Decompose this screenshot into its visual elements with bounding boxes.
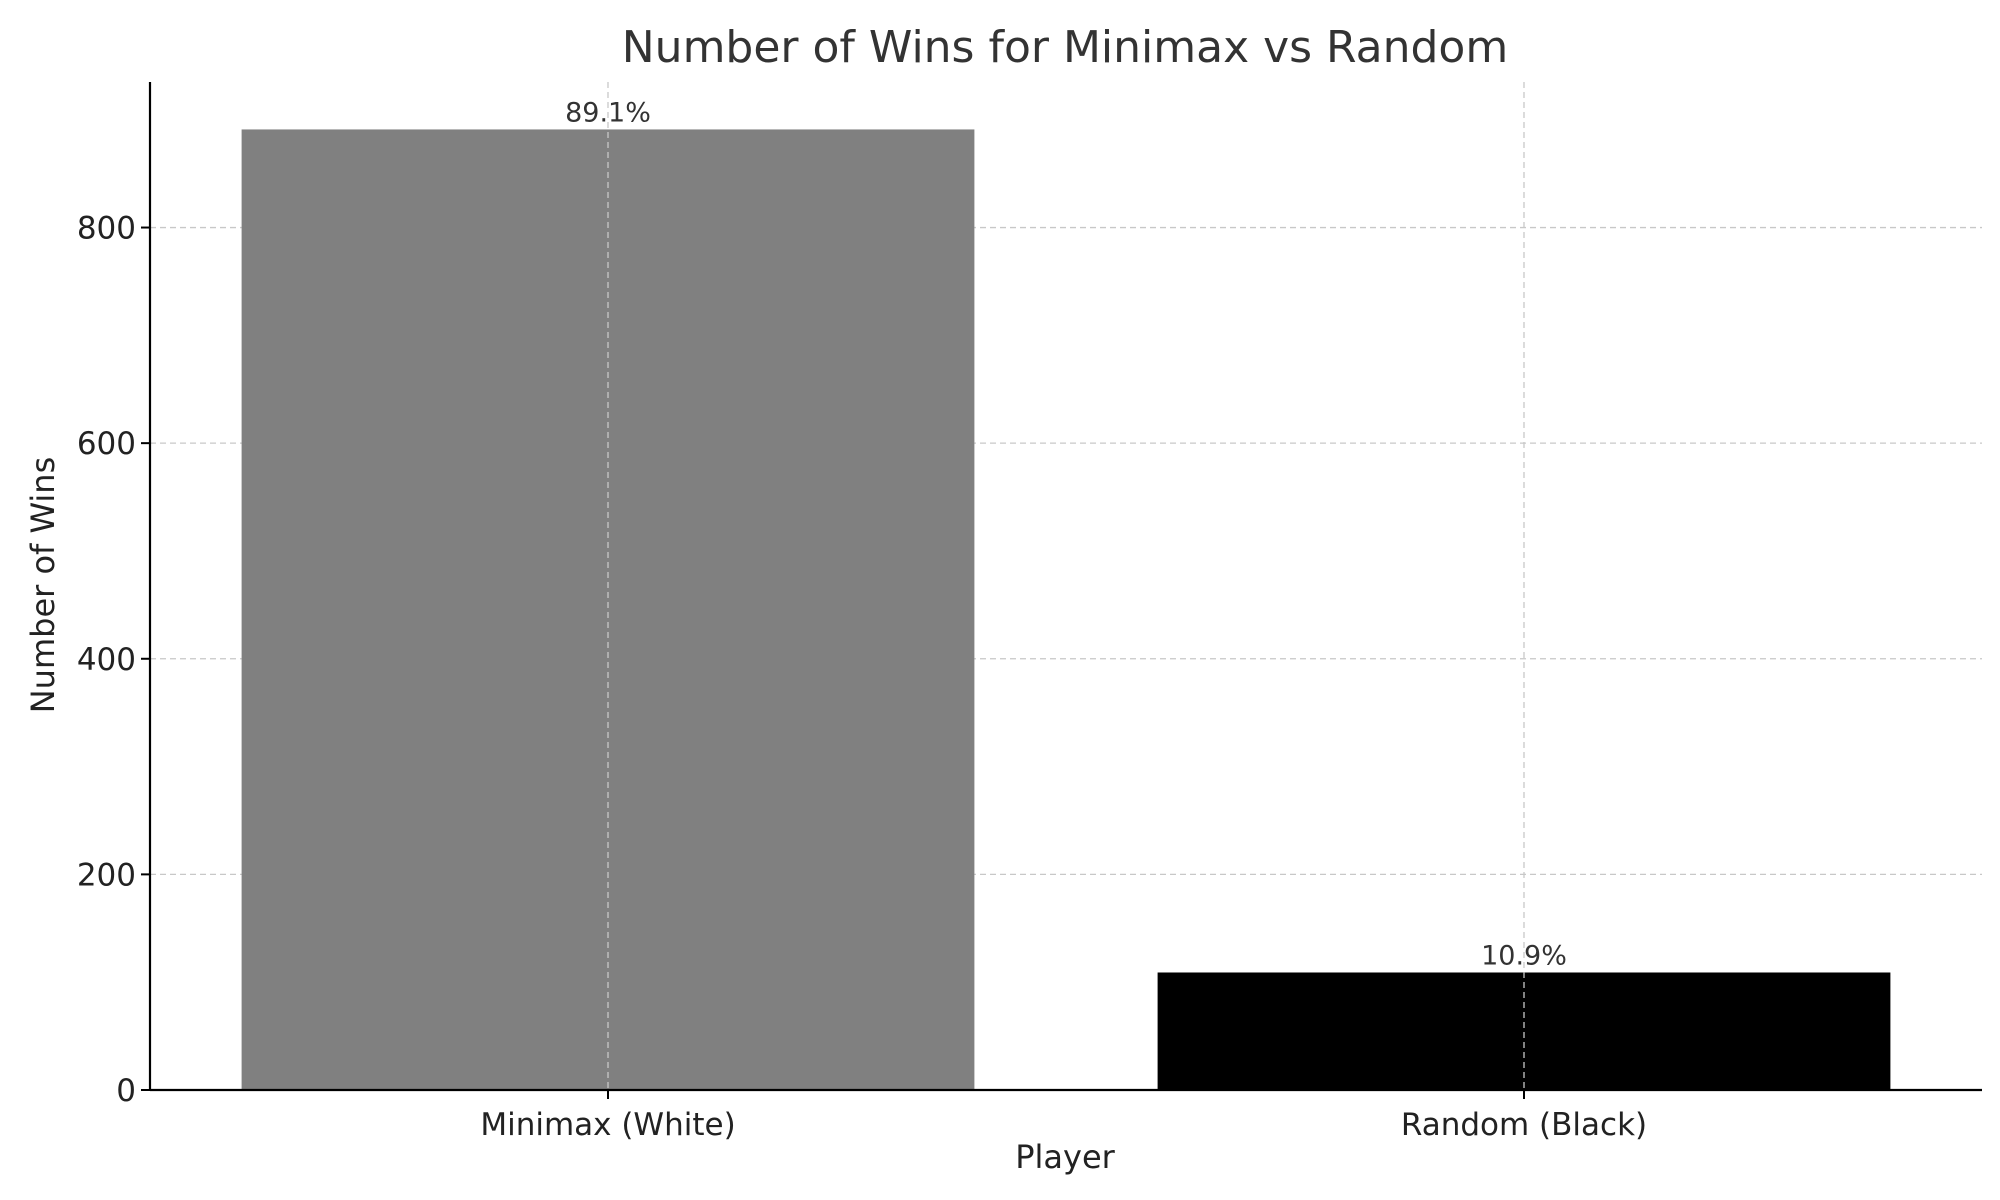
data-labels: 89.1% 10.9% (565, 97, 1567, 971)
y-tick-label: 400 (77, 642, 136, 678)
bar-data-label: 89.1% (565, 97, 651, 128)
y-tick-label: 0 (116, 1073, 136, 1109)
axes: 0 200 400 600 800 Minimax (White) Random (Blac… (77, 82, 1982, 1143)
y-tick-label: 200 (77, 857, 136, 893)
chart-title: Number of Wins for Minimax vs Random (622, 22, 1508, 73)
y-tick-label: 600 (77, 426, 136, 462)
x-tick-label: Random (Black) (1401, 1107, 1647, 1143)
y-axis-label: Number of Wins (24, 457, 62, 714)
bar (241, 129, 975, 1090)
x-tick-label: Minimax (White) (480, 1107, 735, 1143)
x-axis-label: Player (1015, 1138, 1115, 1176)
bar-data-label: 10.9% (1481, 940, 1567, 971)
bars (241, 129, 1891, 1090)
y-tick-label: 800 (77, 211, 136, 247)
vertical-grid-lines (607, 82, 1525, 1090)
